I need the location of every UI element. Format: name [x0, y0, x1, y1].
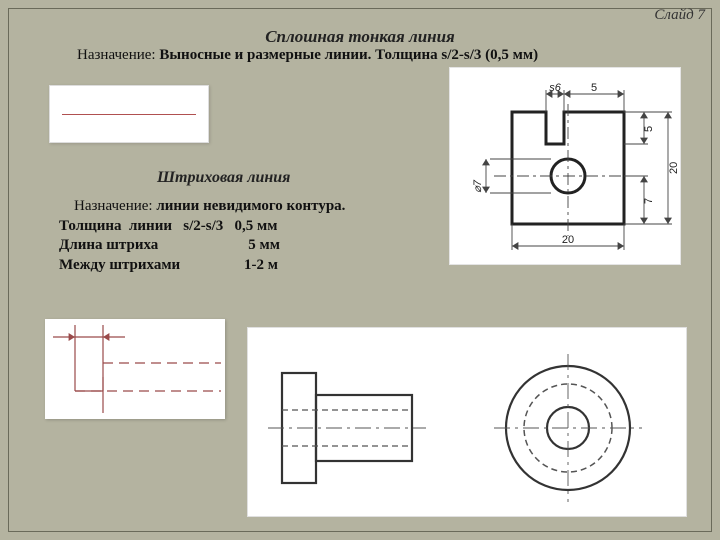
section2-row3: Между штрихами 1-2 м [59, 256, 459, 276]
svg-text:20: 20 [562, 234, 574, 246]
section2-row2: Длина штриха 5 мм [59, 236, 459, 256]
dimensioned-drawing: s6 5 5 7 20 20 ⌀7 [449, 67, 681, 265]
purpose-label-1: Назначение: [77, 47, 159, 63]
flange-svg [248, 328, 688, 518]
purpose-value-1: Выносные и размерные линии. Толщина s/2-… [159, 47, 538, 63]
section2-block: Назначение: линии невидимого контура. То… [59, 197, 459, 275]
purpose-label-2: Назначение: [74, 198, 156, 214]
purpose-value-2: линии невидимого контура. [156, 198, 345, 214]
svg-text:5: 5 [591, 82, 597, 94]
svg-text:5: 5 [643, 126, 655, 132]
section2-row1: Толщина линии s/2-s/3 0,5 мм [59, 217, 459, 237]
thin-line-example [49, 85, 209, 143]
svg-text:7: 7 [643, 198, 655, 204]
svg-text:⌀7: ⌀7 [472, 179, 484, 193]
section2-title: Штриховая линия [157, 169, 290, 187]
section1-purpose: Назначение: Выносные и размерные линии. … [77, 47, 691, 64]
svg-text:s6: s6 [549, 82, 562, 94]
section1-title: Сплошная тонкая линия [9, 27, 711, 47]
thin-line [62, 114, 196, 115]
slide-number: Слайд 7 [654, 7, 705, 24]
svg-text:20: 20 [668, 162, 680, 174]
slide-frame: Слайд 7 Сплошная тонкая линия Назначение… [8, 8, 712, 532]
dashed-line-example [45, 319, 225, 419]
flange-drawing [247, 327, 687, 517]
dashed-svg [45, 319, 225, 419]
dimensioned-drawing-svg: s6 5 5 7 20 20 ⌀7 [450, 68, 682, 266]
section2-purpose: Назначение: линии невидимого контура. [59, 197, 459, 217]
